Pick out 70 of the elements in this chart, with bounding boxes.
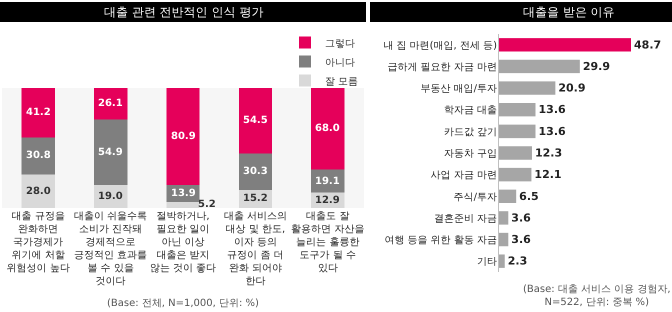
y-tick-label: 자동차 구입	[444, 148, 497, 160]
data-label: 6.5	[519, 190, 539, 203]
data-label: 54.9	[98, 147, 123, 158]
bar	[238, 88, 272, 154]
data-label: 13.9	[171, 188, 196, 199]
y-tick-label: 사업 자금 마련	[430, 170, 497, 182]
bar	[498, 38, 631, 52]
data-label: 5.2	[198, 199, 216, 210]
legend-label: 아니다	[325, 57, 355, 68]
bar	[498, 190, 516, 203]
chart-title: 대출 관련 전반적인 인식 평가	[104, 5, 264, 19]
legend-label: 잘 모름	[325, 76, 358, 88]
text: (Base: 대출 서비스 이용 경험자, N=522, 단위: 중복 %)	[523, 284, 671, 308]
text: (Base: 전체, N=1,000, 단위: %)	[107, 298, 260, 309]
y-tick-label: 주식/투자	[454, 192, 497, 203]
data-label: 26.1	[98, 98, 123, 109]
y-tick-label: 내 집 마련(매입, 전세 등)	[383, 40, 498, 52]
data-label: 3.6	[511, 233, 532, 246]
x-tick-label: 절박하거나, 필요한 일이 아닌 이상 대출은 받지 않는 것이 좋다	[150, 211, 216, 274]
bar	[498, 124, 536, 138]
data-label: 15.2	[243, 193, 268, 204]
data-label: 3.6	[511, 211, 532, 224]
data-label: 54.5	[243, 115, 268, 126]
data-label: 13.6	[538, 124, 566, 138]
data-label: 30.8	[26, 150, 51, 161]
data-label: 41.2	[26, 107, 51, 118]
bar	[498, 168, 532, 182]
bar	[22, 88, 55, 138]
bar	[498, 232, 508, 246]
bar	[238, 153, 272, 190]
data-label: 48.7	[634, 38, 662, 52]
data-label: 19.0	[98, 191, 123, 202]
data-label: 20.9	[558, 82, 586, 95]
bar	[311, 88, 344, 170]
y-tick-label: 결혼준비 자금	[434, 213, 497, 224]
data-label: 12.9	[315, 195, 340, 206]
bar	[166, 202, 200, 208]
bar	[498, 254, 505, 268]
data-label: 12.3	[534, 146, 562, 160]
bar	[94, 88, 128, 120]
y-tick-label: 급하게 필요한 자금 마련	[387, 62, 497, 73]
y-tick-label: 학자금 대출	[444, 105, 497, 116]
bar	[498, 103, 536, 116]
bar	[22, 174, 55, 208]
bar	[498, 146, 532, 160]
data-label: 80.9	[171, 131, 196, 142]
chart-title: 대출을 받은 이유	[523, 5, 615, 19]
bar	[498, 60, 580, 74]
bar	[498, 81, 556, 95]
data-label: 2.3	[508, 254, 528, 268]
data-label: 29.9	[582, 60, 610, 73]
bar	[94, 119, 128, 186]
y-tick-label: 여행 등을 위한 활동 자금	[384, 235, 497, 246]
data-label: 13.6	[538, 103, 566, 116]
bar	[498, 211, 508, 225]
bar	[22, 137, 55, 174]
data-label: 28.0	[26, 186, 51, 197]
data-label: 68.0	[315, 123, 340, 134]
data-label: 30.3	[243, 166, 268, 177]
x-tick-label: 대출 규정을 완화하면 국가경제가 위기에 처할 위험성이 높다	[6, 211, 70, 274]
bar	[166, 88, 200, 186]
legend-label: 그렇다	[325, 38, 355, 50]
y-tick-label: 부동산 매입/투자	[420, 84, 497, 95]
x-tick-label: 대출이 쉬울수록 소비가 진작돼 경제적으로 긍정적인 효과를 볼 수 있을 것이다	[74, 211, 148, 287]
data-label: 12.1	[534, 168, 562, 182]
y-tick-label: 카드값 갚기	[444, 126, 497, 138]
y-tick-label: 기타	[477, 256, 497, 268]
x-tick-label: 대출 서비스의 대상 및 한도, 이자 등의 규정이 좀 더 완화 되어야 한다	[224, 211, 287, 287]
x-tick-label: 대출도 잘 활용하면 자산을 늘리는 훌륭한 도구가 될 수 있다	[291, 211, 364, 274]
data-label: 19.1	[315, 176, 340, 187]
